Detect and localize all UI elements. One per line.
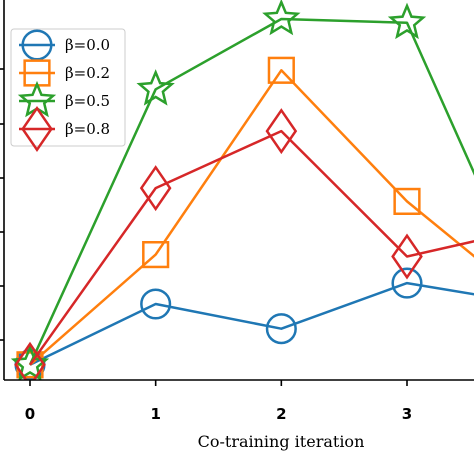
data-point-3-3 — [391, 233, 423, 280]
data-point-1-1 — [142, 241, 170, 269]
x-tick-label-2: 2 — [276, 405, 286, 423]
legend-item-1: β=0.2 — [19, 59, 110, 87]
data-point-2-2 — [262, 0, 301, 36]
legend-item-3: β=0.8 — [19, 105, 110, 153]
data-point-0-2 — [265, 313, 297, 345]
legend-label-0: β=0.0 — [65, 36, 110, 54]
data-point-1-2 — [267, 56, 295, 84]
data-point-3-0 — [14, 341, 46, 380]
series-3 — [14, 108, 474, 380]
series-2 — [10, 0, 474, 380]
x-axis-label: Co-training iteration — [198, 432, 365, 451]
legend-item-0: β=0.0 — [19, 29, 110, 61]
series-0 — [14, 267, 474, 380]
data-point-3-2 — [265, 108, 298, 155]
series-line-2 — [28, 17, 474, 366]
data-point-3-1 — [139, 165, 172, 212]
legend: β=0.0 β=0.2 β=0.5 β=0.8 — [10, 28, 126, 153]
series-line-0 — [29, 281, 474, 366]
data-point-0-3 — [391, 267, 423, 299]
data-point-2-1 — [136, 69, 175, 106]
data-point-1-3 — [393, 187, 421, 216]
series-1 — [16, 56, 474, 379]
data-point-2-3 — [387, 2, 427, 40]
legend-label-2: β=0.5 — [65, 92, 110, 110]
legend-marker-0 — [21, 29, 53, 61]
x-tick-label-3: 3 — [402, 405, 412, 423]
legend-label-3: β=0.8 — [65, 120, 110, 138]
x-tick-label-1: 1 — [150, 405, 160, 423]
data-point-1-0 — [16, 351, 44, 379]
legend-label-1: β=0.2 — [65, 64, 110, 82]
series-line-3 — [28, 129, 474, 366]
series-line-1 — [29, 69, 474, 366]
x-tick-label-0: 0 — [25, 405, 35, 423]
data-point-0-1 — [140, 288, 172, 320]
legend-marker-3 — [21, 105, 53, 153]
data-point-2-0 — [10, 344, 50, 380]
